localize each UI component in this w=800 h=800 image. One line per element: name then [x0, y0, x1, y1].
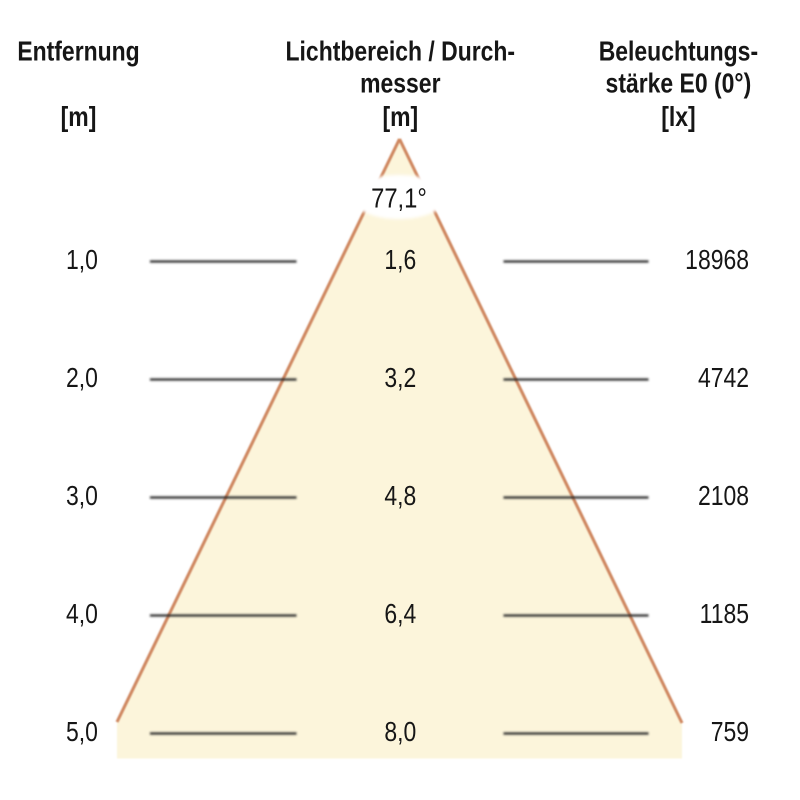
svg-text:4,0: 4,0 [66, 599, 98, 630]
svg-text:759: 759 [711, 717, 749, 748]
svg-text:Entfernung: Entfernung [17, 36, 139, 67]
svg-text:1,6: 1,6 [384, 245, 416, 276]
svg-text:77,1°: 77,1° [371, 182, 427, 214]
svg-text:[m]: [m] [382, 102, 418, 133]
svg-text:Lichtbereich / Durch-: Lichtbereich / Durch- [286, 36, 516, 67]
svg-text:6,4: 6,4 [384, 599, 416, 630]
svg-text:messer: messer [360, 68, 440, 99]
svg-text:[m]: [m] [61, 102, 97, 133]
svg-text:stärke E0 (0°): stärke E0 (0°) [606, 68, 752, 99]
svg-text:1,0: 1,0 [66, 245, 98, 276]
svg-text:[lx]: [lx] [661, 102, 695, 133]
svg-text:8,0: 8,0 [384, 717, 416, 748]
svg-text:3,0: 3,0 [66, 481, 98, 512]
svg-text:4742: 4742 [698, 363, 749, 394]
svg-text:4,8: 4,8 [384, 481, 416, 512]
svg-text:2108: 2108 [698, 481, 749, 512]
svg-text:2,0: 2,0 [66, 363, 98, 394]
svg-text:Beleuchtungs-: Beleuchtungs- [599, 36, 758, 67]
svg-text:18968: 18968 [685, 245, 749, 276]
svg-text:3,2: 3,2 [384, 363, 416, 394]
svg-text:1185: 1185 [700, 599, 749, 630]
svg-text:5,0: 5,0 [66, 717, 98, 748]
